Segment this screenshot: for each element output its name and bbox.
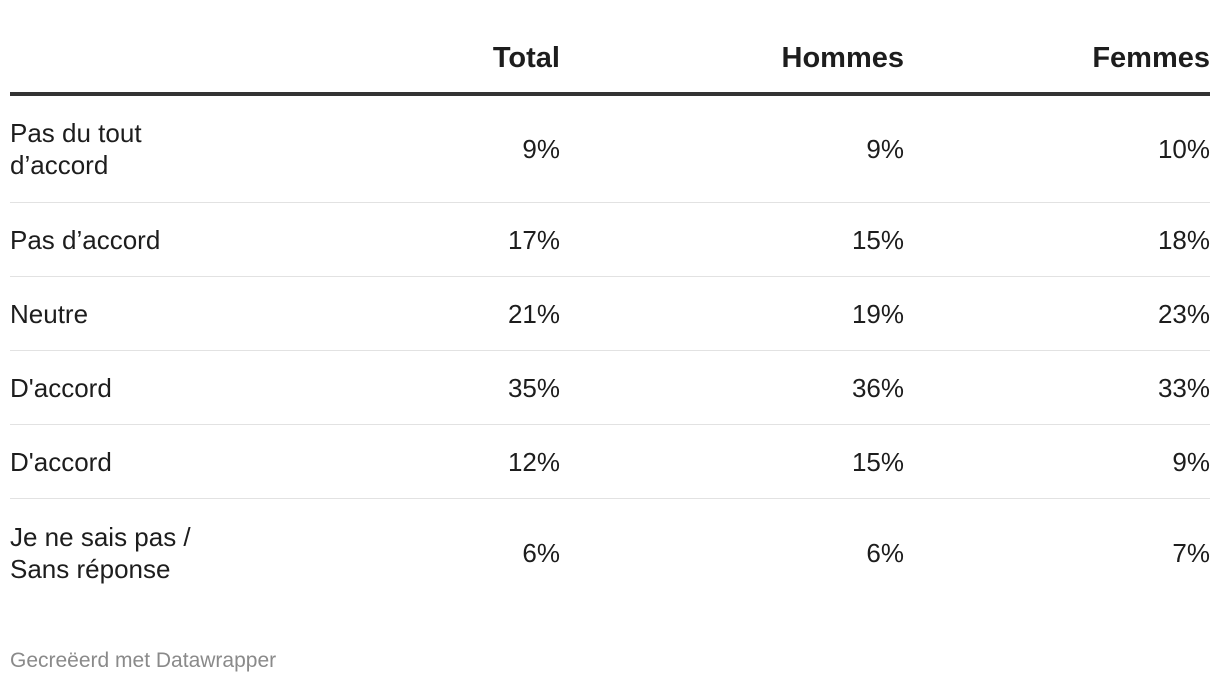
row-label: Je ne sais pas / Sans réponse: [10, 521, 260, 585]
row-label-line: Je ne sais pas /: [10, 522, 191, 552]
row-label: Neutre: [10, 298, 260, 330]
table-row: D'accord 35% 36% 33%: [10, 351, 1210, 425]
row-label: D'accord: [10, 372, 260, 404]
table-row: Pas du tout d’accord 9% 9% 10%: [10, 96, 1210, 203]
value-total: 17%: [507, 224, 560, 255]
row-label-line: D'accord: [10, 372, 112, 403]
value-hommes: 15%: [851, 446, 904, 477]
value-femmes: 10%: [1157, 134, 1210, 164]
value-hommes: 19%: [851, 298, 904, 329]
value-total: 6%: [522, 538, 560, 568]
value-total: 35%: [507, 372, 560, 403]
value-femmes: 7%: [1172, 538, 1210, 568]
value-total: 21%: [507, 298, 560, 329]
table-row: Neutre 21% 19% 23%: [10, 277, 1210, 351]
header-femmes: Femmes: [1092, 42, 1210, 74]
row-label-line: d’accord: [10, 150, 109, 180]
value-hommes: 36%: [851, 372, 904, 403]
value-femmes: 33%: [1157, 372, 1210, 403]
footer-credit: Gecreëerd met Datawrapper: [10, 649, 277, 672]
data-table: Total Hommes Femmes Pas du tout d’accord…: [10, 30, 1210, 607]
table-row: D'accord 12% 15% 9%: [10, 425, 1210, 499]
value-total: 9%: [522, 134, 560, 164]
table-header: Total Hommes Femmes: [10, 30, 1210, 96]
row-label-line: Sans réponse: [10, 554, 171, 584]
value-hommes: 15%: [851, 224, 904, 255]
row-label: Pas d’accord: [10, 224, 260, 256]
value-femmes: 9%: [1172, 446, 1210, 477]
header-total: Total: [492, 42, 560, 74]
value-total: 12%: [507, 446, 560, 477]
value-hommes: 6%: [866, 538, 904, 568]
value-femmes: 18%: [1157, 224, 1210, 255]
value-hommes: 9%: [866, 134, 904, 164]
value-femmes: 23%: [1157, 298, 1210, 329]
row-label-line: D'accord: [10, 446, 112, 477]
row-label: D'accord: [10, 446, 260, 478]
table-row: Je ne sais pas / Sans réponse 6% 6% 7%: [10, 499, 1210, 607]
row-label-line: Pas d’accord: [10, 224, 161, 255]
row-label-line: Pas du tout: [10, 118, 142, 148]
table-row: Pas d’accord 17% 15% 18%: [10, 203, 1210, 277]
header-hommes: Hommes: [781, 42, 905, 74]
row-label-line: Neutre: [10, 298, 89, 329]
row-label: Pas du tout d’accord: [10, 117, 260, 181]
